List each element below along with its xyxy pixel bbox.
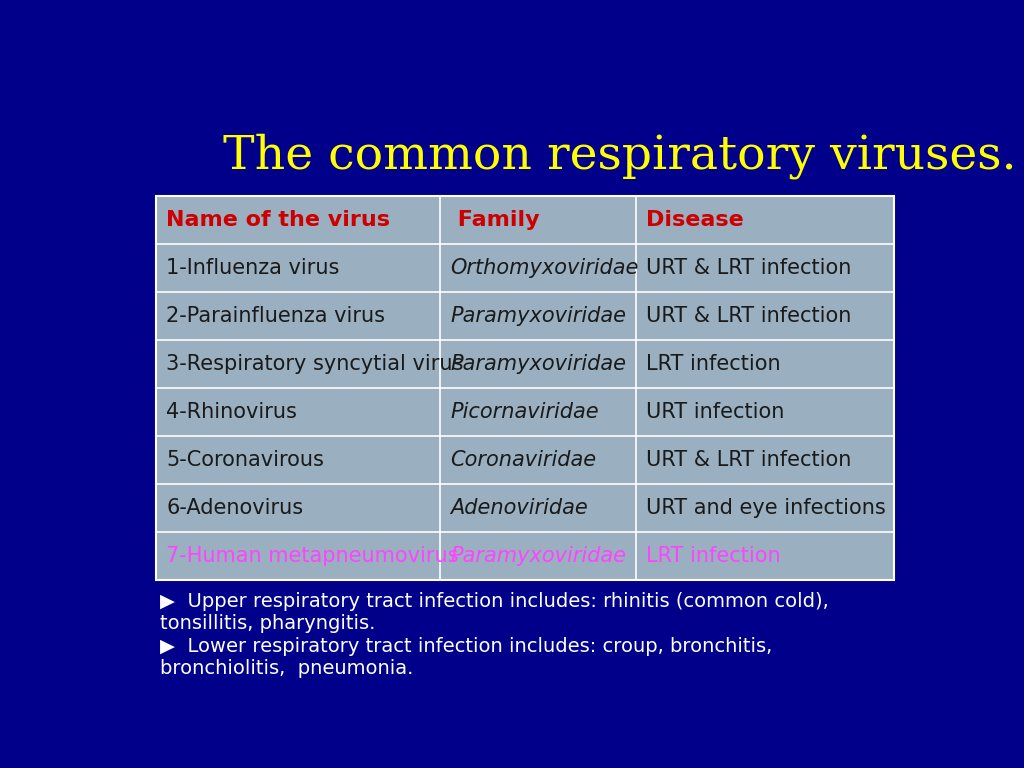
Text: tonsillitis, pharyngitis.: tonsillitis, pharyngitis. bbox=[160, 614, 375, 634]
Text: 6-Adenovirus: 6-Adenovirus bbox=[166, 498, 303, 518]
Text: 1-Influenza virus: 1-Influenza virus bbox=[166, 258, 340, 278]
Text: 7-Human metapneumovirus: 7-Human metapneumovirus bbox=[166, 546, 459, 566]
Text: ▶  Lower respiratory tract infection includes: croup, bronchitis,: ▶ Lower respiratory tract infection incl… bbox=[160, 637, 772, 656]
Text: Picornaviridae: Picornaviridae bbox=[451, 402, 599, 422]
Text: Paramyxoviridae: Paramyxoviridae bbox=[451, 306, 627, 326]
Text: 3-Respiratory syncytial virus: 3-Respiratory syncytial virus bbox=[166, 354, 464, 374]
Text: Disease: Disease bbox=[646, 210, 743, 230]
Text: Adenoviridae: Adenoviridae bbox=[451, 498, 588, 518]
Text: The common respiratory viruses.: The common respiratory viruses. bbox=[223, 134, 1017, 179]
Text: Coronaviridae: Coronaviridae bbox=[451, 450, 596, 470]
Text: LRT infection: LRT infection bbox=[646, 546, 780, 566]
Text: Paramyxoviridae: Paramyxoviridae bbox=[451, 354, 627, 374]
Text: URT and eye infections: URT and eye infections bbox=[646, 498, 886, 518]
Text: 5-Coronavirous: 5-Coronavirous bbox=[166, 450, 324, 470]
Text: Family: Family bbox=[451, 210, 540, 230]
Text: LRT infection: LRT infection bbox=[646, 354, 780, 374]
Text: Name of the virus: Name of the virus bbox=[166, 210, 390, 230]
Text: URT & LRT infection: URT & LRT infection bbox=[646, 306, 851, 326]
Text: ▶  Upper respiratory tract infection includes: rhinitis (common cold),: ▶ Upper respiratory tract infection incl… bbox=[160, 592, 828, 611]
Text: 2-Parainfluenza virus: 2-Parainfluenza virus bbox=[166, 306, 385, 326]
Text: URT & LRT infection: URT & LRT infection bbox=[646, 258, 851, 278]
Text: URT infection: URT infection bbox=[646, 402, 784, 422]
Text: Paramyxoviridae: Paramyxoviridae bbox=[451, 546, 627, 566]
Text: bronchiolitis,  pneumonia.: bronchiolitis, pneumonia. bbox=[160, 659, 413, 678]
Bar bbox=[156, 196, 894, 580]
Text: Orthomyxoviridae: Orthomyxoviridae bbox=[451, 258, 639, 278]
Text: URT & LRT infection: URT & LRT infection bbox=[646, 450, 851, 470]
Text: 4-Rhinovirus: 4-Rhinovirus bbox=[166, 402, 297, 422]
